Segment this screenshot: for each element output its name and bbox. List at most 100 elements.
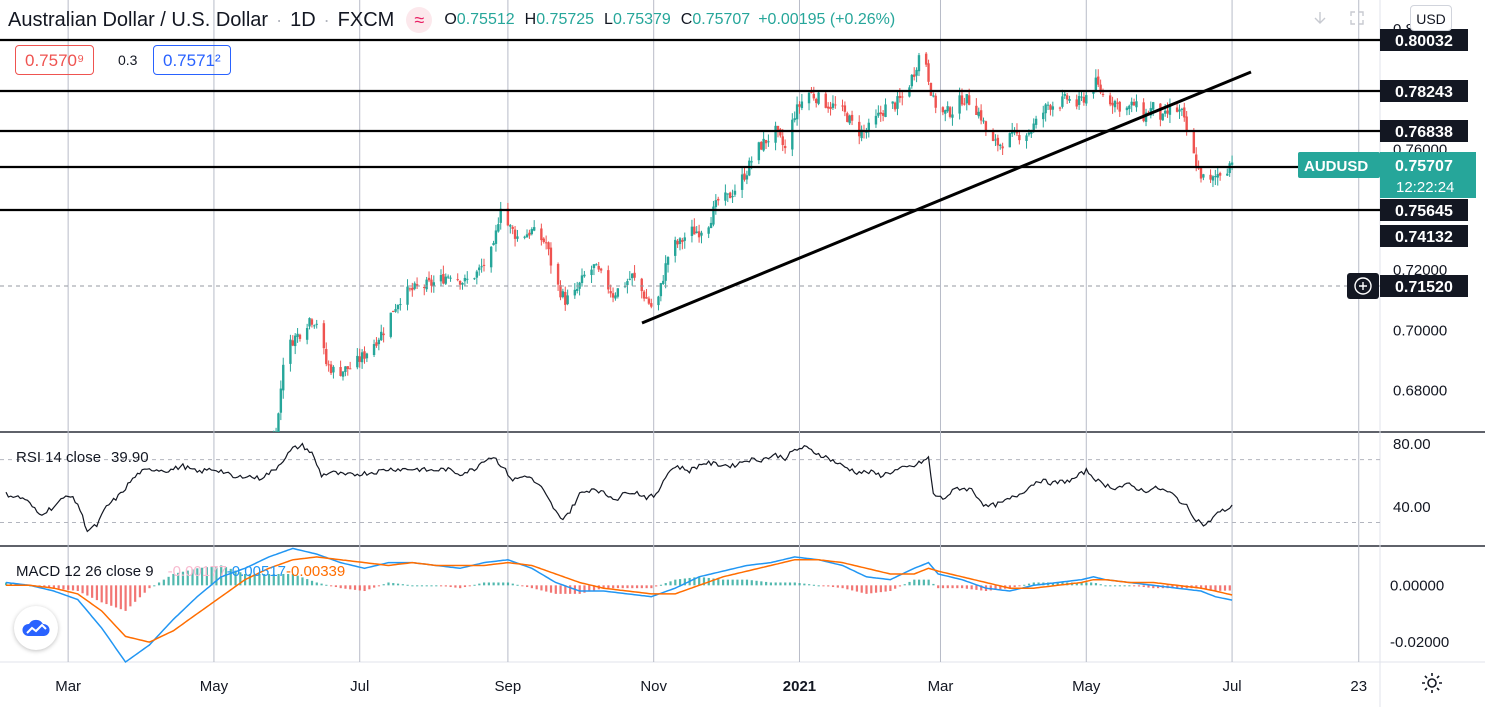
candle-body: [466, 278, 469, 280]
macd-histogram-bar: [272, 573, 275, 586]
y-tick-label: 0.68000: [1393, 383, 1447, 400]
macd-histogram-bar: [439, 585, 443, 587]
macd-histogram-bar: [564, 585, 567, 594]
bar-countdown-label: 12:22:24: [1396, 179, 1454, 196]
candle-body: [657, 296, 660, 306]
macd-histogram-bar: [478, 583, 481, 586]
macd-histogram-bar: [1219, 585, 1222, 591]
candle-body: [929, 82, 933, 96]
macd-title[interactable]: MACD 12 26 close 9: [16, 563, 154, 580]
sell-price-button[interactable]: 0.7570⁹: [15, 45, 95, 75]
macd-histogram-bar: [1037, 582, 1040, 586]
cloud-logo-icon: [22, 619, 50, 636]
candle-body: [728, 192, 732, 199]
candle-body: [365, 353, 369, 359]
candle-body: [344, 366, 347, 373]
candle-body: [1218, 173, 1222, 176]
buy-price-button[interactable]: 0.7571²: [153, 45, 231, 75]
macd-histogram-bar: [463, 585, 467, 588]
candle-body: [1027, 132, 1031, 135]
candle-body: [977, 111, 980, 117]
candle-body: [793, 118, 796, 121]
macd-histogram-bar: [86, 585, 89, 596]
candle-body: [298, 334, 302, 339]
macd-histogram-bar: [1113, 585, 1117, 587]
candle-body: [1211, 176, 1215, 181]
fullscreen-icon[interactable]: [1349, 10, 1365, 30]
macd-histogram-bar: [1080, 582, 1083, 586]
candle-body: [1113, 100, 1117, 108]
macd-histogram-bar: [1176, 585, 1179, 589]
candle-body: [893, 102, 897, 110]
candle-body: [915, 69, 918, 76]
candle-body: [427, 277, 431, 281]
macd-histogram-bar: [229, 568, 232, 586]
macd-histogram-bar: [626, 585, 629, 589]
candle-body: [815, 98, 818, 104]
candle-body: [480, 266, 483, 268]
candle-body: [1118, 101, 1121, 112]
macd-histogram-bar: [941, 585, 945, 589]
x-tick-label: Sep: [495, 678, 522, 695]
candle-body: [442, 273, 445, 284]
candle-body: [475, 271, 479, 278]
candle-body: [1199, 167, 1203, 179]
macd-histogram-bar: [1133, 585, 1136, 587]
candle-body: [530, 229, 533, 235]
macd-histogram-bar: [669, 581, 672, 586]
arrow-down-icon[interactable]: [1312, 10, 1328, 30]
x-tick-label: 23: [1350, 678, 1367, 695]
candle-body: [332, 366, 335, 373]
macd-histogram-bar: [43, 585, 46, 588]
candle-body: [1001, 146, 1004, 149]
macd-histogram-bar: [449, 585, 452, 588]
candle-body: [826, 106, 830, 109]
macd-histogram-bar: [162, 579, 165, 586]
currency-button[interactable]: USD: [1410, 5, 1452, 31]
replay-icon[interactable]: ≈: [406, 7, 433, 33]
candle-body: [681, 240, 684, 243]
macd-histogram-bar: [91, 585, 94, 598]
macd-histogram-bar: [989, 585, 992, 591]
candle-body: [382, 333, 385, 336]
macd-line: [5, 547, 1233, 664]
x-tick-label: Nov: [640, 678, 667, 695]
candle-body: [645, 297, 648, 299]
macd-histogram-bar: [492, 582, 495, 586]
candle-body: [1042, 112, 1045, 120]
macd-histogram-bar: [320, 583, 323, 586]
candle-body: [473, 278, 476, 280]
candle-body: [1142, 102, 1145, 122]
candle-body: [542, 238, 545, 242]
candle-body: [934, 95, 937, 108]
price-level-tag: [1380, 225, 1468, 247]
candle-body: [767, 141, 770, 143]
candle-body: [740, 174, 744, 190]
settings-gear-icon[interactable]: [1421, 672, 1443, 698]
candle-body: [963, 103, 966, 105]
candle-body: [697, 231, 701, 238]
candle-body: [659, 283, 663, 297]
candle-body: [877, 112, 880, 116]
macd-histogram-bar: [836, 585, 839, 588]
candle-body: [664, 263, 667, 281]
candle-body: [372, 344, 376, 356]
interval-label[interactable]: 1D: [290, 8, 316, 31]
candle-body: [1214, 176, 1217, 178]
candle-body: [580, 275, 584, 284]
candle-body: [896, 96, 899, 109]
macd-histogram-bar: [741, 579, 744, 586]
macd-histogram-bar: [205, 567, 208, 586]
macd-histogram-bar: [549, 585, 553, 593]
candle-body: [683, 237, 686, 241]
tradingview-logo[interactable]: [14, 606, 58, 650]
macd-histogram-bar: [583, 585, 586, 593]
candle-body: [1051, 106, 1055, 110]
rsi-title[interactable]: RSI 14 close: [16, 449, 102, 466]
macd-histogram-bar: [110, 585, 113, 606]
candle-body: [528, 232, 531, 236]
macd-histogram-bar: [731, 579, 734, 586]
symbol-title[interactable]: Australian Dollar / U.S. Dollar: [8, 8, 269, 31]
macd-histogram-bar: [827, 585, 830, 587]
